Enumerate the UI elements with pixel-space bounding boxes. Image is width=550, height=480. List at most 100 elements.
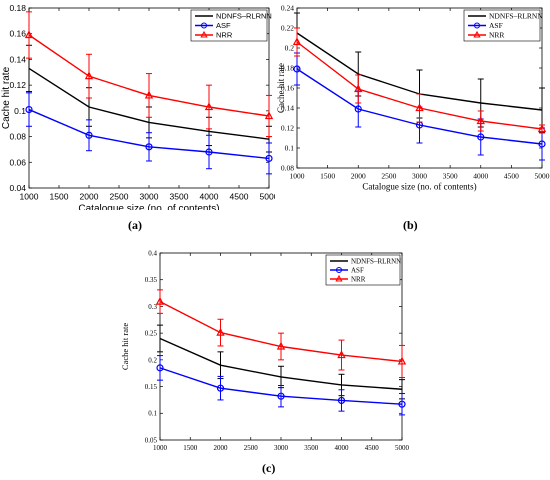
- y-tick-label: 0.14: [9, 54, 26, 64]
- data-point: [265, 154, 273, 163]
- legend-label: ASF: [216, 21, 231, 30]
- y-tick-label: 0.3: [148, 303, 157, 311]
- data-point: [205, 148, 213, 156]
- y-axis-label: Cache hit rate: [1, 66, 12, 129]
- legend-label: NDNFS–RLRNN: [216, 12, 272, 21]
- data-point: [277, 392, 285, 400]
- data-point: [337, 396, 346, 405]
- x-tick-label: 4500: [365, 444, 380, 450]
- y-axis-label: Cache hit rate: [276, 63, 286, 113]
- data-point: [354, 105, 362, 113]
- legend-label: NRR: [351, 275, 366, 283]
- x-tick-label: 2500: [381, 172, 396, 181]
- data-point: [216, 327, 225, 336]
- data-point: [293, 65, 301, 73]
- legend-swatch-marker: [473, 22, 481, 29]
- data-point: [354, 84, 363, 93]
- data-point: [216, 384, 225, 392]
- legend-swatch-marker: [200, 30, 208, 38]
- x-tick-label: 3000: [140, 192, 159, 202]
- data-point: [537, 124, 547, 133]
- x-tick-label: 4500: [230, 192, 249, 202]
- x-tick-label: 3500: [443, 172, 458, 181]
- y-tick-label: 0.16: [9, 29, 26, 39]
- y-tick-label: 0.1: [14, 106, 26, 116]
- y-tick-label: 0.22: [281, 24, 294, 33]
- x-tick-label: 1500: [320, 172, 335, 181]
- data-point: [204, 102, 214, 111]
- x-tick-label: 1000: [20, 192, 39, 202]
- x-tick-label: 4000: [335, 444, 350, 450]
- data-point: [477, 133, 485, 141]
- y-tick-label: 0.1: [148, 410, 157, 418]
- data-point: [85, 131, 93, 139]
- x-axis-label: Catalogue size (no. of contents): [78, 204, 219, 211]
- x-tick-label: 4000: [200, 192, 219, 202]
- data-point: [398, 400, 406, 408]
- x-tick-label: 4000: [473, 172, 488, 181]
- legend-swatch-marker: [335, 266, 343, 274]
- y-tick-label: 0.15: [145, 383, 158, 391]
- x-tick-label: 1500: [50, 192, 69, 202]
- y-tick-label: 0.14: [281, 104, 294, 113]
- y-tick-label: 0.08: [9, 132, 26, 142]
- y-tick-label: 0.12: [9, 80, 26, 90]
- legend-swatch-marker: [335, 274, 343, 282]
- x-tick-label: 3500: [304, 444, 319, 450]
- data-point: [144, 90, 154, 99]
- x-tick-label: 5000: [395, 444, 410, 450]
- y-axis-label: Cache hit rate: [120, 323, 130, 370]
- y-tick-label: 0.12: [281, 124, 294, 133]
- caption-a: (a): [128, 218, 142, 232]
- data-point: [292, 37, 302, 46]
- y-tick-label: 0.04: [9, 183, 26, 193]
- x-tick-label: 2000: [351, 172, 366, 181]
- y-tick-label: 0.16: [281, 84, 294, 93]
- data-point: [264, 111, 274, 120]
- legend-swatch-marker: [200, 22, 208, 29]
- chart-b: 1000 1500 2000 2500 3000 3500 4000 4500 5000 0.08…: [276, 4, 550, 192]
- x-tick-label: 3000: [412, 172, 427, 181]
- data-point: [145, 143, 153, 151]
- chart-a: 1000 1500 2000 2500 3000 3500 4000 4500 5000 0.04…: [1, 3, 275, 211]
- data-point: [397, 356, 407, 365]
- legend-label: NRR: [216, 31, 233, 40]
- y-tick-label: 0.2: [148, 356, 157, 364]
- data-point: [415, 103, 424, 112]
- x-tick-label: 2000: [80, 192, 99, 202]
- data-point: [155, 296, 165, 305]
- x-tick-label: 2000: [214, 444, 229, 450]
- legend-label: NDNFS–RLRNN: [351, 257, 401, 265]
- x-tick-label: 2500: [110, 192, 129, 202]
- y-tick-label: 0.25: [145, 330, 158, 338]
- legend-label: ASF: [489, 21, 503, 30]
- y-tick-label: 0.35: [145, 276, 158, 284]
- legend-label: NRR: [489, 31, 504, 40]
- legend-swatch-marker: [473, 30, 481, 38]
- legend-label: ASF: [351, 266, 364, 274]
- data-point: [476, 116, 485, 125]
- data-point: [24, 30, 34, 39]
- x-tick-label: 1500: [183, 444, 198, 450]
- y-tick-label: 0.18: [9, 3, 26, 13]
- x-tick-label: 5000: [260, 192, 275, 202]
- legend-label: NDNFS–RLRNN: [489, 12, 543, 21]
- caption-c: (c): [262, 461, 276, 475]
- y-tick-label: 0.08: [281, 164, 294, 173]
- y-tick-label: 0.24: [281, 4, 294, 13]
- x-tick-label: 3000: [274, 444, 289, 450]
- y-tick-label: 0.2: [285, 44, 295, 53]
- y-tick-label: 0.06: [9, 157, 26, 167]
- x-axis-label: Catalogue size (no. of contents): [362, 182, 476, 192]
- data-point: [276, 341, 286, 350]
- x-tick-label: 1000: [290, 172, 305, 181]
- caption-b: (b): [403, 218, 418, 232]
- y-tick-label: 0.4: [148, 249, 157, 257]
- y-tick-label: 0.18: [281, 64, 294, 73]
- data-point: [538, 140, 546, 148]
- data-point: [156, 364, 164, 372]
- data-point: [25, 105, 33, 114]
- x-tick-label: 2500: [244, 444, 259, 450]
- y-tick-label: 0.1: [285, 144, 295, 153]
